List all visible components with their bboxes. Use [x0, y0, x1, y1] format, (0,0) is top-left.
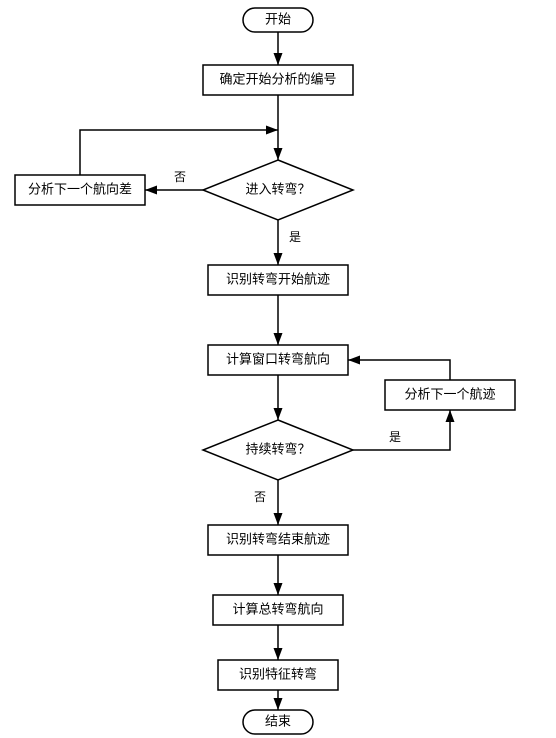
start-label: 开始	[265, 11, 291, 26]
n6-label: 识别特征转弯	[239, 666, 317, 681]
node-d1: 进入转弯？	[203, 160, 353, 220]
node-right1: 分析下一个航迹	[385, 380, 515, 410]
node-n6: 识别特征转弯	[218, 660, 338, 690]
node-n1: 确定开始分析的编号	[203, 65, 353, 95]
edge-left1-back	[80, 130, 278, 175]
edge-d2-right1	[353, 410, 450, 450]
node-n2: 识别转弯开始航迹	[208, 265, 348, 295]
left1-label: 分析下一个航向差	[28, 181, 132, 196]
node-n4: 识别转弯结束航迹	[208, 525, 348, 555]
n1-label: 确定开始分析的编号	[219, 71, 336, 86]
d1-label: 进入转弯？	[245, 181, 310, 196]
end-label: 结束	[265, 713, 291, 728]
node-n5: 计算总转弯航向	[213, 595, 343, 625]
node-end: 结束	[243, 710, 313, 734]
n5-label: 计算总转弯航向	[232, 601, 323, 616]
node-d2: 持续转弯？	[203, 420, 353, 480]
d2-yes-label: 是	[389, 430, 401, 444]
n2-label: 识别转弯开始航迹	[226, 271, 330, 286]
d2-no-label: 否	[254, 490, 266, 504]
node-start: 开始	[243, 8, 313, 32]
n3-label: 计算窗口转弯航向	[226, 351, 330, 366]
right1-label: 分析下一个航迹	[404, 386, 495, 401]
flowchart-canvas: 开始 确定开始分析的编号 进入转弯？ 否 分析下一个航向差 是 识别转弯开始航迹…	[0, 0, 556, 738]
d1-yes-label: 是	[289, 230, 301, 244]
node-n3: 计算窗口转弯航向	[208, 345, 348, 375]
d2-label: 持续转弯？	[245, 441, 310, 456]
d1-no-label: 否	[174, 170, 186, 184]
edge-right1-n3	[348, 360, 450, 380]
node-left1: 分析下一个航向差	[15, 175, 145, 205]
n4-label: 识别转弯结束航迹	[226, 531, 330, 546]
